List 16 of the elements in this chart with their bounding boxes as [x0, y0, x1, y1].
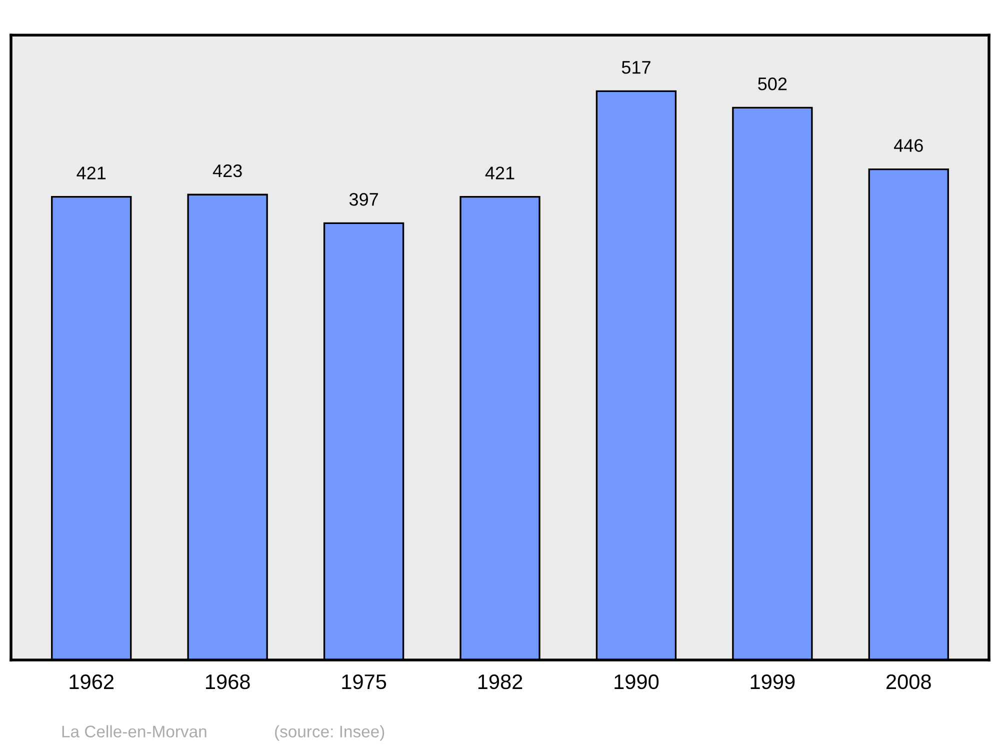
text: La Celle-en-Morvan [62, 725, 206, 738]
data-label: 423 [212, 164, 242, 178]
data-label: 397 [349, 192, 378, 206]
text: (source: Insee) [275, 725, 384, 741]
x-tick-label: 1990 [614, 674, 659, 690]
data-label: 421 [76, 166, 106, 180]
data-label: 502 [758, 77, 787, 90]
data-label: 421 [485, 166, 514, 180]
data-label: 517 [622, 61, 650, 74]
x-tick-label: 1968 [206, 674, 250, 690]
x-tick-label: 1982 [478, 674, 522, 690]
x-tick-label: 1975 [342, 674, 386, 690]
data-label: 446 [894, 139, 923, 152]
x-tick-label: 1962 [70, 674, 114, 690]
x-tick-label: 1999 [750, 674, 795, 690]
x-tick-label: 2008 [886, 674, 931, 690]
